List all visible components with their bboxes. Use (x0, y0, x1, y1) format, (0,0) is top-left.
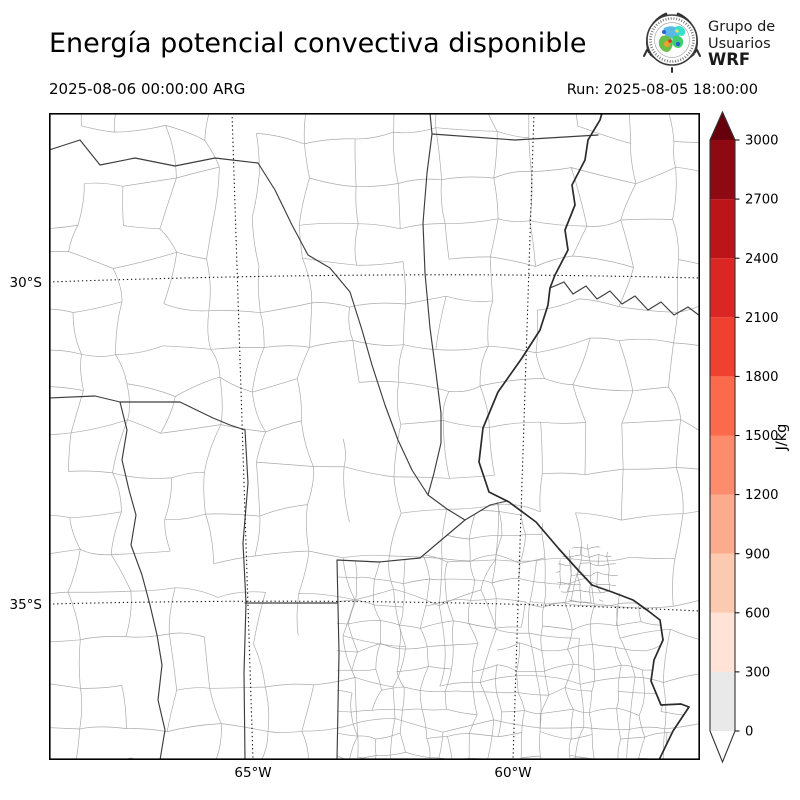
department-boundaries (50, 114, 699, 759)
gridline-30s (49, 274, 700, 283)
colorbar-tick-label: 3000 (745, 134, 779, 149)
colorbar-tick-label: 2100 (745, 311, 779, 326)
lat-label-30s: 30°S (9, 275, 43, 291)
map-frame (49, 113, 700, 760)
colorbar-tick-label: 1200 (745, 488, 779, 503)
colorbar-unit-label: J/kg (774, 424, 790, 452)
cape-colorbar: 0 300 600 900 1200 1500 1800 2100 2400 2700 3000 J… (709, 110, 790, 764)
wrf-users-group-logo: Grupo de Usuarios WRF (642, 10, 800, 74)
colorbar-segments (710, 112, 735, 762)
colorbar-tick-label: 600 (745, 606, 770, 621)
run-time-label: Run: 2025-08-05 18:00:00 (566, 82, 758, 98)
colorbar-tick-label: 1800 (745, 370, 779, 385)
lat-label-35s: 35°S (9, 597, 43, 613)
map-panel (49, 113, 700, 760)
lon-label-65w: 65°W (234, 765, 272, 781)
logo-emblem-icon: Grupo de Usuarios WRF (643, 12, 775, 73)
argentina-cape-map (49, 113, 700, 760)
colorbar-tick-label: 0 (745, 725, 753, 740)
lon-label-60w: 60°W (494, 765, 532, 781)
logo-text-wrf: WRF (708, 50, 750, 69)
logo-text-line1: Grupo de (708, 19, 775, 35)
colorbar-tick-label: 2400 (745, 252, 779, 267)
logo-text-line2: Usuarios (708, 36, 771, 52)
colorbar-tick-label: 300 (745, 666, 770, 681)
colorbar-tick-label: 2700 (745, 193, 779, 208)
parana-river (478, 114, 603, 586)
gridline-65w (231, 113, 254, 760)
rio-de-la-plata-coastline (591, 584, 690, 759)
gridline-60w (512, 113, 535, 760)
colorbar-panel: 0 300 600 900 1200 1500 1800 2100 2400 2700 3000 J… (704, 106, 800, 778)
map-background (49, 113, 700, 760)
graticule-gridlines (49, 113, 700, 760)
colorbar-tick-label: 1500 (745, 429, 779, 444)
valid-time-label: 2025-08-06 00:00:00 ARG (49, 80, 246, 98)
colorbar-tick-label: 900 (745, 547, 770, 562)
province-boundaries (50, 114, 699, 759)
page-title: Energía potencial convectiva disponible (49, 28, 587, 59)
colorbar-tick-labels: 0 300 600 900 1200 1500 1800 2100 2400 2700 3000 (735, 134, 779, 740)
